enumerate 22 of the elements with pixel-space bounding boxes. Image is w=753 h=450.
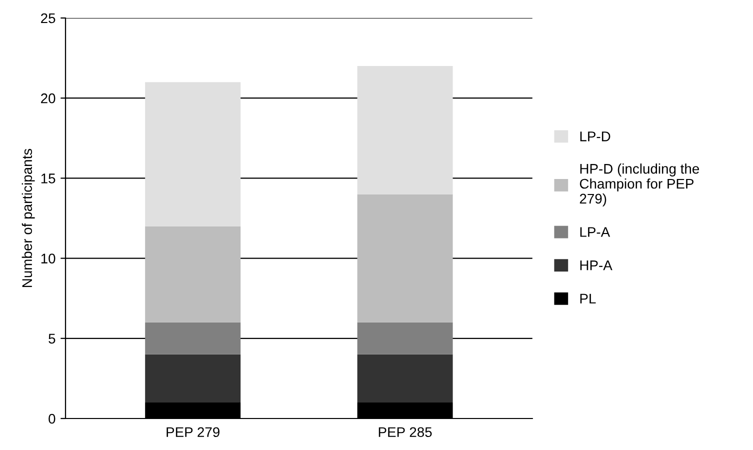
legend-label: PL [580, 294, 596, 304]
legend-label: LP-D [580, 132, 610, 142]
bar [145, 82, 241, 226]
bar [145, 226, 241, 322]
y-tick-label: 25 [41, 13, 56, 24]
y-axis-title: Number of participants [22, 148, 35, 287]
y-tick-label: 0 [48, 414, 56, 424]
y-tick-label: 5 [48, 334, 56, 344]
x-tick-label: PEP 285 [378, 427, 432, 438]
bar [145, 322, 241, 354]
y-tick-label: 15 [41, 174, 56, 184]
x-tick-label: PEP 279 [166, 427, 220, 438]
y-tick-label: 20 [41, 93, 56, 104]
legend-label: LP-A [580, 227, 610, 237]
legend-label: HP-D (including the Champion for PEP 279) [580, 164, 700, 206]
bar [357, 322, 453, 354]
bar [357, 194, 453, 322]
bar [357, 66, 453, 194]
bar [357, 354, 453, 402]
bar [145, 354, 241, 402]
legend-label: HP-A [580, 260, 612, 270]
y-tick-label: 10 [41, 254, 56, 264]
